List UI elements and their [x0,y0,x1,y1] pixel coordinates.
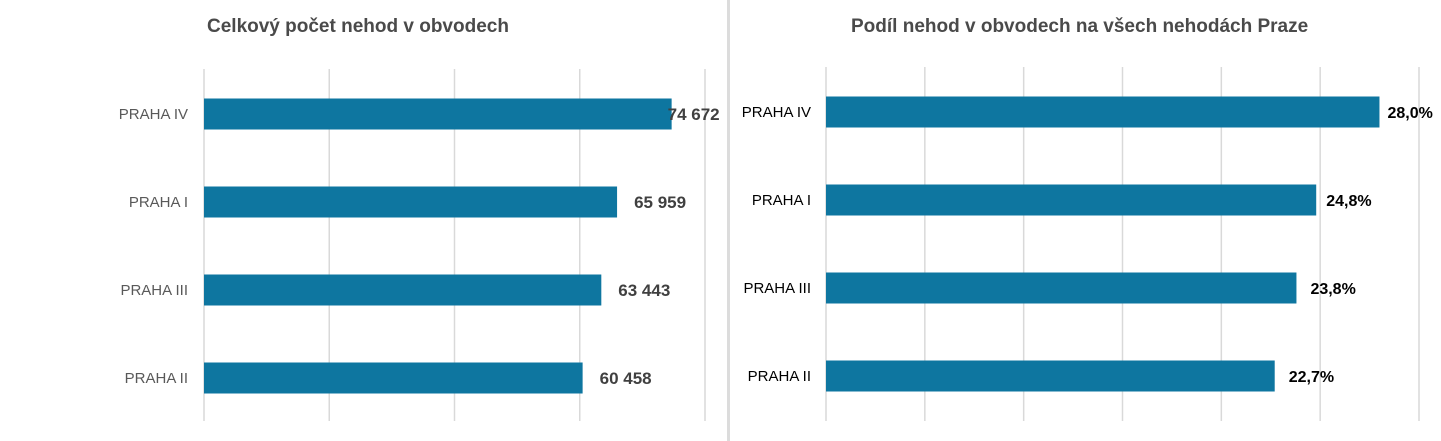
data-label: 74 672 [668,105,720,124]
category-label: PRAHA II [125,370,188,387]
data-label: 23,8% [1310,281,1355,298]
data-label: 60 458 [600,369,652,388]
bar [826,360,1275,392]
bar [204,186,618,218]
data-label: 28,0% [1387,105,1432,122]
category-label: PRAHA III [743,280,811,297]
category-label: PRAHA II [748,368,811,385]
data-label: 63 443 [618,281,670,300]
bar [204,362,583,394]
data-label: 22,7% [1289,369,1334,386]
category-label: PRAHA IV [742,104,811,121]
bar [204,98,672,130]
chart-panel-share: Podíl nehod v obvodech na všech nehodách… [731,0,1441,441]
category-label: PRAHA I [129,194,188,211]
chart-title: Celkový počet nehod v obvodech [207,16,509,37]
chart-panel-total: Celkový počet nehod v obvodech PRAHA IV 7… [119,16,720,421]
category-label: PRAHA III [120,282,188,299]
data-label: 65 959 [634,193,686,212]
bar [826,96,1380,128]
bar [826,184,1317,216]
bar [204,274,602,306]
bar-chart-total: PRAHA IV 74 672 PRAHA I 65 959 PRAHA III 63 4… [119,69,720,421]
bar-chart-share: PRAHA IV 28,0% PRAHA I 24,8% PRAHA III 23,8% P… [742,67,1433,421]
chart-title: Podíl nehod v obvodech na všech nehodách… [851,16,1309,37]
bar [826,272,1297,304]
panel-divider [727,0,730,441]
category-label: PRAHA I [752,192,811,209]
data-label: 24,8% [1326,193,1371,210]
category-label: PRAHA IV [119,106,188,123]
